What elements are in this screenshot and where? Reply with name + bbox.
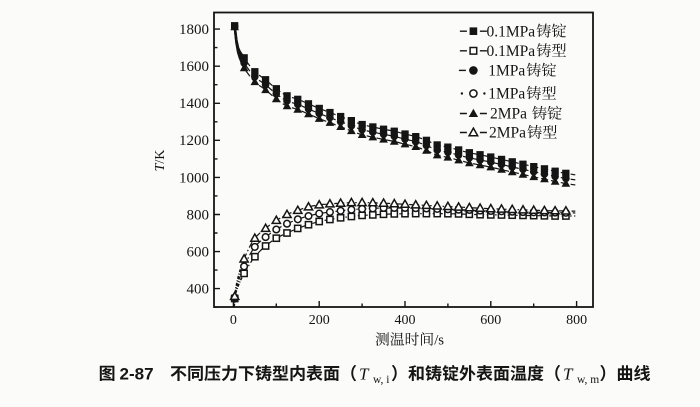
svg-text:w, i: w, i	[373, 374, 390, 386]
svg-text:1000: 1000	[179, 170, 209, 186]
svg-text:1400: 1400	[179, 96, 209, 112]
svg-text:0: 0	[230, 313, 237, 328]
svg-text:2MPa: 2MPa	[489, 125, 526, 142]
svg-text:w, m: w, m	[577, 374, 599, 386]
svg-text:1MPa: 1MPa	[488, 63, 525, 80]
svg-text:400: 400	[395, 313, 416, 328]
svg-text:0.1MPa: 0.1MPa	[487, 43, 536, 60]
svg-text:2-87: 2-87	[120, 365, 154, 384]
svg-text:600: 600	[187, 245, 210, 261]
svg-text:/s: /s	[434, 333, 444, 349]
svg-text:800: 800	[187, 207, 210, 223]
svg-text:1600: 1600	[179, 59, 209, 75]
svg-text:2MPa: 2MPa	[490, 106, 527, 123]
svg-text:T/K: T/K	[153, 150, 168, 172]
svg-text:800: 800	[566, 313, 587, 328]
svg-text:T: T	[359, 365, 370, 384]
svg-text:1800: 1800	[179, 22, 209, 38]
svg-text:T: T	[563, 365, 574, 384]
svg-text:600: 600	[480, 313, 501, 328]
svg-text:1200: 1200	[179, 133, 209, 149]
svg-text:200: 200	[309, 313, 330, 328]
svg-text:400: 400	[187, 282, 210, 298]
svg-text:1MPa: 1MPa	[488, 86, 525, 103]
svg-text:0.1MPa: 0.1MPa	[487, 23, 536, 40]
